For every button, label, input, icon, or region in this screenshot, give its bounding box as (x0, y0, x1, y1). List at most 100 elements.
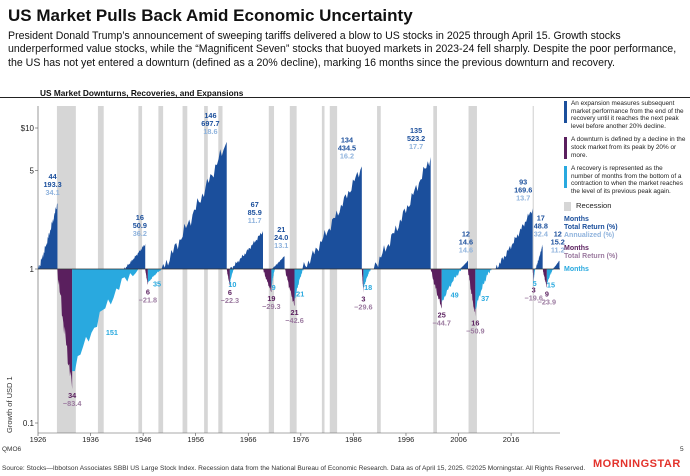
expansion-total-label: 50.9 (133, 221, 147, 230)
x-tick-label: 1986 (345, 435, 362, 443)
recession-swatch (564, 201, 571, 211)
downturn-area (468, 269, 476, 317)
expansion-swatch (564, 101, 567, 123)
x-tick-label: 1976 (292, 435, 309, 443)
downturn-total-label: −22.3 (221, 296, 239, 305)
expansion-months-label: 134 (341, 135, 354, 144)
legend-downturn-text: A downturn is defined by a decline in th… (571, 136, 686, 159)
downturn-area (542, 269, 547, 288)
recovery-months-label: 21 (296, 289, 304, 298)
recovery-area (441, 269, 464, 303)
x-tick-label: 1926 (30, 435, 47, 443)
recession-band (218, 106, 223, 433)
header-rule (0, 97, 690, 98)
legend-recovery-text: A recovery is represented as the number … (571, 165, 683, 195)
expansion-total-label: 523.2 (407, 134, 425, 143)
expansion-total-label: 14.6 (459, 238, 473, 247)
x-tick-label: 1946 (135, 435, 152, 443)
downturn-total-label: −29.6 (354, 302, 372, 311)
recovery-area (475, 269, 492, 310)
legend-expansion: An expansion measures subsequent market … (564, 100, 686, 130)
y-tick-label: 0.1 (23, 419, 35, 428)
x-tick-label: 1996 (398, 435, 415, 443)
expansion-area (123, 243, 146, 269)
expansion-annualized-label: 16.2 (340, 151, 354, 160)
expansion-months-label: 21 (277, 225, 285, 234)
downturn-months-label: 16 (471, 319, 479, 328)
downturn-swatch (564, 137, 567, 160)
downturn-total-label: −19.6 (524, 294, 542, 303)
expansion-area (494, 208, 533, 269)
expansion-total-label: 434.5 (338, 143, 356, 152)
legend-expansion-key: Months Total Return (%) Annualized (%) (564, 216, 686, 241)
recovery-months-label: 37 (481, 294, 489, 303)
recovery-months-label: 18 (364, 283, 372, 292)
downturn-total-label: −29.3 (262, 302, 280, 311)
chart-title: US Market Downturns, Recoveries, and Exp… (40, 88, 244, 98)
x-tick-label: 1966 (240, 435, 257, 443)
x-tick-label: 1956 (187, 435, 204, 443)
expansion-annualized-label: 11.2 (551, 245, 565, 254)
legend-expansion-text: An expansion measures subsequent market … (571, 100, 684, 130)
expansion-months-label: 44 (49, 172, 58, 181)
legend-recovery-key: Months (564, 266, 686, 274)
expansion-area (161, 141, 227, 269)
y-tick-label: 5 (30, 166, 35, 175)
page-number: 5 (680, 446, 684, 453)
downturn-area (532, 269, 534, 284)
downturn-months-label: 19 (267, 294, 275, 303)
key-exp-annualized: Annualized (%) (564, 232, 615, 240)
recovery-months-label: 35 (153, 280, 161, 289)
downturn-months-label: 6 (228, 288, 232, 297)
expansion-total-label: 169.6 (514, 185, 532, 194)
legend-downturn: A downturn is defined by a decline in th… (564, 136, 686, 160)
expansion-total-label: 193.3 (43, 180, 61, 189)
key-exp-months: Months (564, 215, 589, 223)
y-axis-title: Growth of USD 1 (5, 376, 14, 433)
recovery-months-label: 5 (533, 279, 537, 288)
expansion-total-label: 15.2 (551, 237, 565, 246)
expansion-annualized-label: 32.4 (534, 230, 549, 239)
downturn-months-label: 3 (532, 286, 536, 295)
x-tick-label: 1936 (82, 435, 99, 443)
expansion-area (271, 255, 285, 269)
recovery-area (147, 269, 164, 283)
recovery-area (533, 269, 536, 282)
downturn-area (226, 269, 230, 286)
legend-recession: Recession (564, 201, 686, 211)
recovery-months-label: 9 (272, 283, 276, 292)
recovery-months-label: 15 (547, 281, 555, 290)
recession-band (204, 106, 208, 433)
x-tick-label: 2006 (450, 435, 467, 443)
recovery-area (72, 269, 139, 372)
downturn-area (430, 269, 442, 309)
expansion-months-label: 67 (251, 200, 259, 209)
expansion-months-label: 146 (204, 111, 216, 120)
expansion-months-label: 16 (136, 213, 144, 222)
expansion-months-label: 17 (537, 214, 545, 223)
page-subtitle: President Donald Trump’s announcement of… (8, 30, 677, 69)
recession-band (321, 106, 325, 433)
expansion-total-label: 85.9 (248, 208, 262, 217)
downturn-months-label: 21 (290, 308, 298, 317)
recovery-area (294, 269, 304, 301)
morningstar-logo: MORNINGSTAR (593, 458, 681, 470)
recession-band (182, 106, 188, 433)
expansion-area (459, 260, 469, 269)
downturn-total-label: −42.6 (285, 316, 303, 325)
expansion-annualized-label: 13.1 (274, 241, 288, 250)
legend-recession-label: Recession (576, 201, 612, 211)
recovery-area (546, 269, 554, 285)
downturn-total-label: −83.4 (63, 399, 82, 408)
x-tick-label: 2016 (503, 435, 520, 443)
expansion-total-label: 48.8 (534, 222, 548, 231)
expansion-area (372, 156, 431, 269)
expansion-annualized-label: 36.2 (133, 229, 147, 238)
recovery-months-label: 49 (451, 291, 459, 300)
expansion-months-label: 12 (462, 230, 470, 239)
downturn-months-label: 6 (146, 287, 150, 296)
expansion-total-label: 24.0 (274, 233, 288, 242)
recovery-months-label: 151 (106, 328, 118, 337)
legend-recovery: A recovery is represented as the number … (564, 165, 686, 195)
downturn-area (57, 269, 73, 390)
